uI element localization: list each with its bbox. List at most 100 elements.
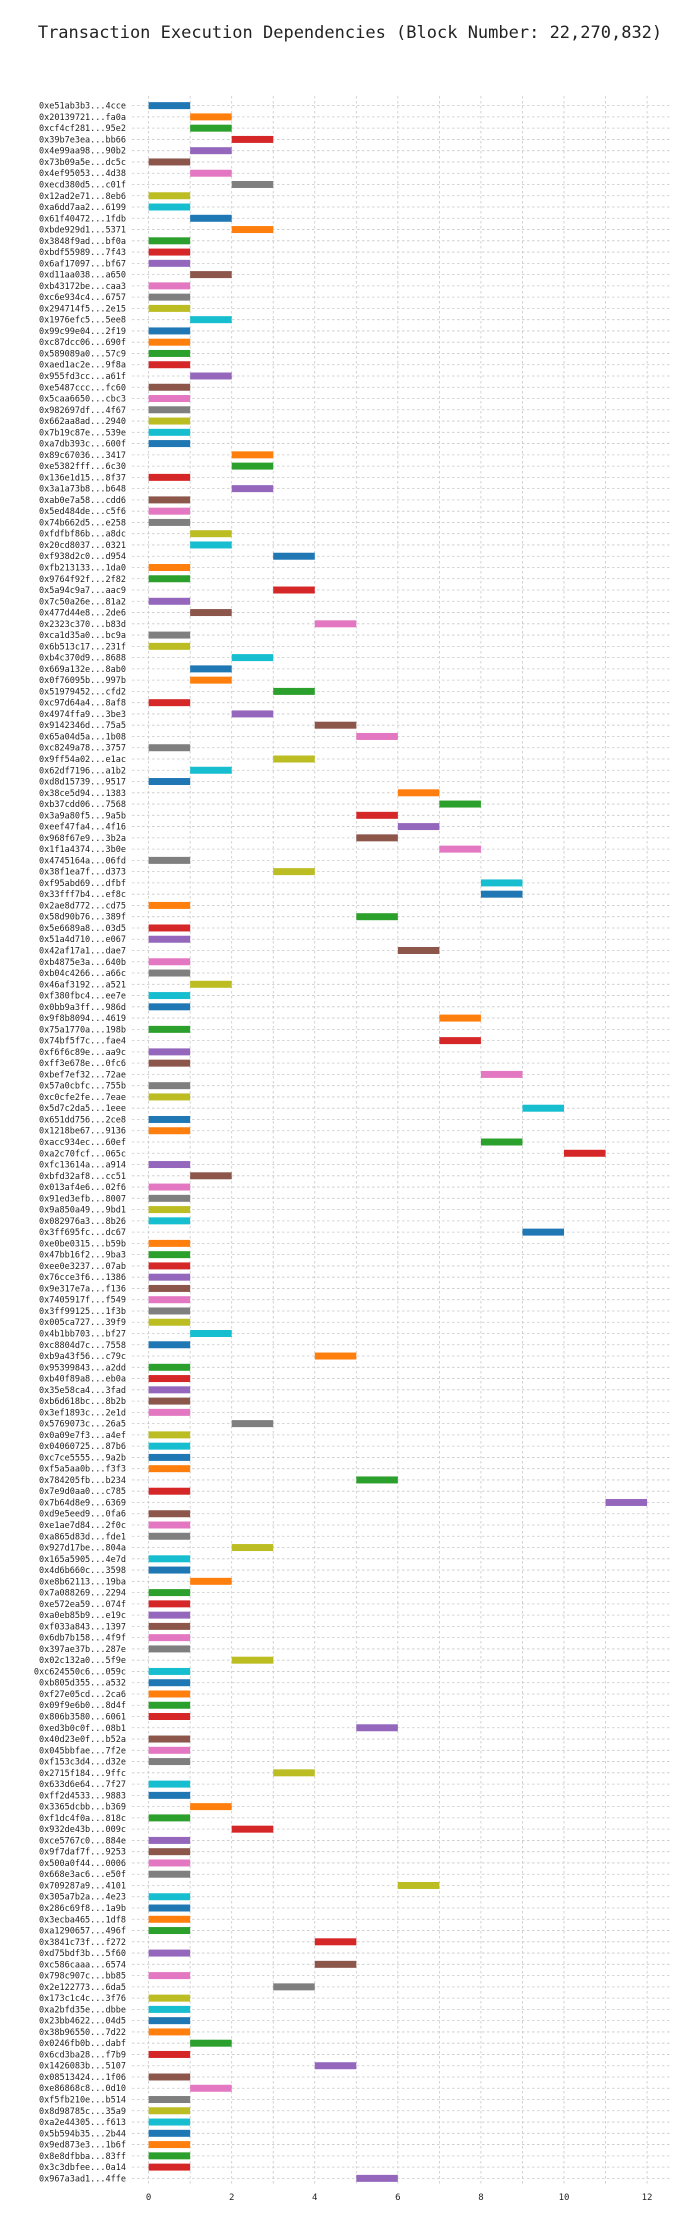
tx-label: 0x38f1ea7f...d373 [39,868,126,878]
tx-label: 0x9f8b8094...4619 [39,1014,126,1024]
tx-bar [148,327,191,335]
tx-bar [480,1138,523,1146]
tx-bar [190,980,232,988]
tx-bar [148,856,191,864]
tx-bar [148,1994,191,2002]
tx-bar [190,1330,232,1337]
tx-bar [190,1577,232,1585]
tx-label: 0x8e8dfbba...83ff [39,2152,126,2162]
tx-bar [148,1003,191,1011]
tx-label: 0xe8b62113...19ba [39,1577,126,1587]
tx-bar [148,597,191,605]
tx-label: 0xb43172be...caa3 [39,282,126,292]
tx-bar [273,1983,315,1991]
x-tick-label: 2 [229,2193,234,2203]
tx-bar [356,1476,398,1484]
tx-label: 0x1426083b...5107 [39,2062,126,2072]
tx-bar [231,654,274,662]
tx-label: 0x709287a9...4101 [39,1881,126,1891]
tx-label: 0x58d90b76...389f [39,913,126,923]
tx-label: 0x61f40472...1fdb [39,214,126,224]
tx-bar [231,1656,274,1664]
tx-bar [148,1713,191,1721]
tx-label: 0x4e99aa98...90b2 [39,147,126,157]
tx-label: 0xb40f89a8...eb0a [39,1375,126,1385]
tx-bar [190,169,232,177]
tx-label: 0x09f9e6b0...8d4f [39,1701,126,1711]
tx-label: 0x95399843...a2dd [39,1363,126,1373]
tx-bar [148,338,191,346]
tx-label: 0x0f76095b...997b [39,676,126,686]
x-tick-label: 12 [642,2193,653,2203]
tx-label: 0x784205fb...b234 [39,1476,126,1486]
tx-bar [148,158,191,166]
tx-label: 0x9f7daf7f...9253 [39,1848,126,1858]
tx-label: 0x589089a0...57c9 [39,349,126,359]
tx-bar [231,710,274,718]
tx-label: 0x651dd756...2ce8 [39,1115,126,1125]
tx-bar [148,2005,191,2013]
tx-bar [148,1217,191,1225]
tx-label: 0x20139721...fa0a [39,113,126,123]
tx-label: 0xf033a843...1397 [39,1622,126,1632]
tx-bar [273,1769,315,1777]
tx-bar [190,1803,232,1811]
tx-label: 0x08513424...1f06 [39,2073,126,2083]
tx-bar [148,1273,191,1281]
tx-label: 0x806b3580...6061 [39,1713,126,1723]
tx-bar [148,1194,191,1202]
tx-bar [148,1589,191,1597]
tx-bar [148,1296,191,1304]
tx-bar [356,834,398,842]
tx-bar [148,1408,191,1416]
tx-label: 0x38b96550...7d22 [39,2028,126,2038]
tx-bar [148,248,191,256]
tx-bar [148,1690,191,1698]
tx-label: 0x397ae37b...287e [39,1645,126,1655]
tx-label: 0x6cd3ba28...f7b9 [39,2050,126,2060]
tx-bar [148,1915,191,1923]
tx-label: 0x4b1bb703...bf27 [39,1330,126,1340]
tx-label: 0x3c3dbfee...0a14 [39,2163,126,2173]
tx-bar [190,766,232,774]
tx-bar [356,913,398,921]
tx-bar [273,868,315,876]
tx-bar [148,440,191,448]
tx-bar [148,2028,191,2036]
x-tick-label: 0 [146,2193,151,2203]
tx-label: 0x082976a3...8b26 [39,1217,126,1227]
tx-bar [190,2084,232,2092]
tx-label: 0x3ff99125...1f3b [39,1307,126,1317]
tx-bar [273,586,315,594]
tx-bar [148,2073,191,2081]
tx-label: 0x38ce5d94...1383 [39,789,126,799]
tx-label: 0x23bb4622...04d5 [39,2017,126,2027]
tx-bar [148,304,191,312]
tx-bar [190,271,232,279]
tx-bar [148,631,191,639]
tx-label: 0x02c132a0...5f9e [39,1656,126,1666]
tx-label: 0x74bf5f7c...fae4 [39,1037,126,1047]
tx-bar [190,609,232,617]
tx-bar [148,2141,191,2149]
tx-bar [148,203,191,211]
tx-bar [148,1386,191,1394]
tx-bar [148,1318,191,1326]
tx-bar [148,1611,191,1619]
tx-label: 0xf5fb210e...b514 [39,2096,126,2106]
tx-bar [148,1521,191,1529]
tx-bar [148,473,191,481]
tx-label: 0xbfd32af8...cc51 [39,1172,126,1182]
tx-label: 0x5b594b35...2b44 [39,2129,126,2139]
tx-bar [148,1927,191,1935]
tx-label: 0x5a94c9a7...aac9 [39,586,126,596]
tx-label: 0xee0e3237...07ab [39,1262,126,1272]
tx-label: 0xc8249a78...3757 [39,744,126,754]
tx-label: 0x477d44e8...2de6 [39,609,126,619]
tx-label: 0x3365dcbb...b369 [39,1803,126,1813]
tx-label: 0x5769073c...26a5 [39,1420,126,1430]
tx-bar [148,1622,191,1630]
tx-bar [190,2039,232,2047]
tx-bar [148,1510,191,1518]
tx-bar [148,1701,191,1709]
